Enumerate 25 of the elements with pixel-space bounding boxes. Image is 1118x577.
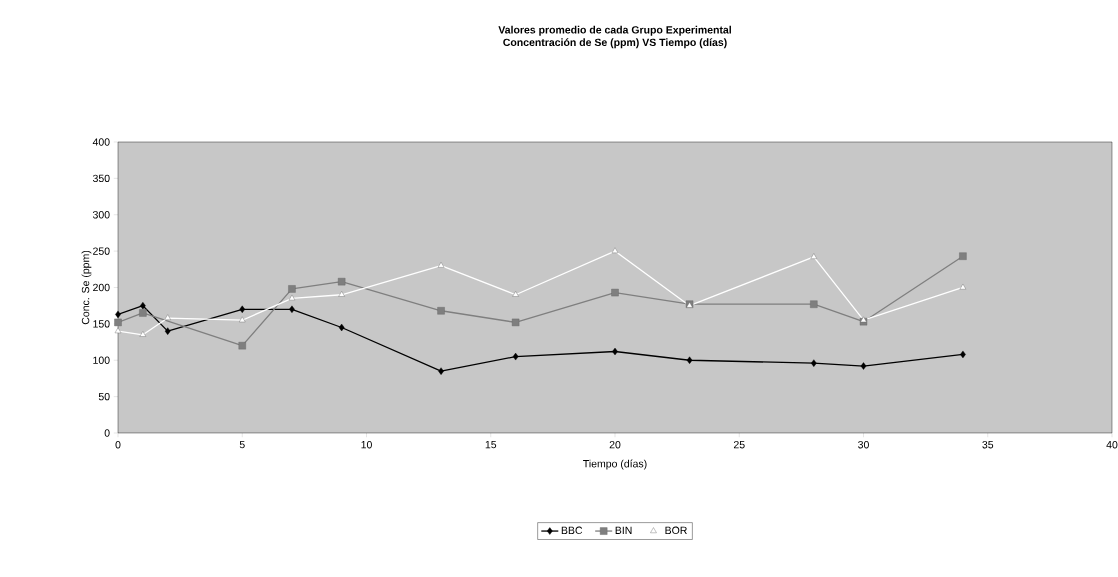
y-tick-label: 350	[92, 174, 110, 183]
chart-title: Valores promedio de cada Grupo Experimental	[498, 25, 731, 36]
x-tick-label: 35	[982, 440, 994, 449]
legend-label: BOR	[665, 526, 687, 535]
x-tick-label: 30	[858, 440, 869, 449]
y-tick-label: 200	[93, 283, 110, 292]
legend-label: BBC	[561, 526, 583, 535]
x-tick-label: 5	[239, 440, 245, 449]
x-tick-label: 40	[1106, 440, 1118, 449]
x-axis-title: Tiempo (días)	[583, 459, 647, 470]
x-tick-label: 25	[733, 440, 745, 449]
x-tick-label: 15	[485, 440, 497, 449]
y-tick-label: 50	[98, 392, 110, 401]
y-tick-label: 250	[93, 247, 110, 255]
y-tick-label: 150	[93, 320, 110, 328]
y-axis-title: Conc. Se (ppm)	[81, 250, 92, 325]
x-tick-label: 0	[115, 440, 121, 449]
chart-subtitle: Concentración de Se (ppm) VS Tiempo (días)	[503, 38, 727, 49]
y-tick-label: 0	[104, 429, 110, 437]
y-tick-label: 400	[92, 138, 110, 146]
y-tick-label: 100	[93, 356, 110, 364]
y-tick-label: 300	[92, 211, 110, 219]
x-tick-label: 20	[609, 440, 621, 449]
legend-label: BIN	[615, 526, 632, 534]
x-tick-label: 10	[361, 440, 372, 449]
